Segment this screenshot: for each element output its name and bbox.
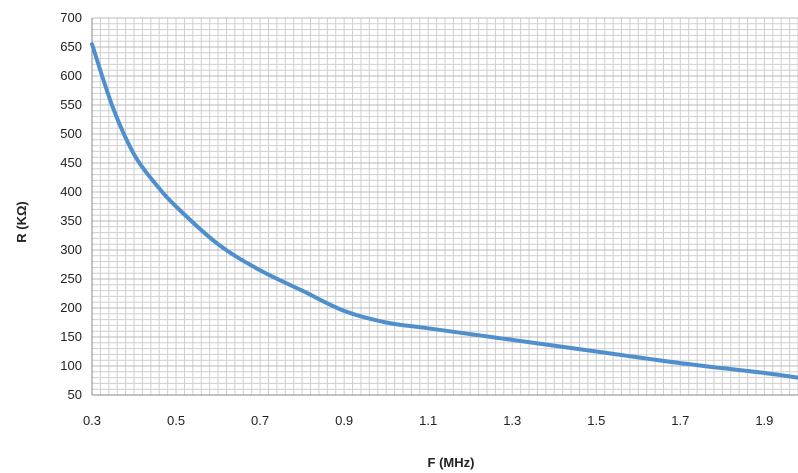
- y-tick-label: 650: [60, 39, 82, 54]
- x-tick-label: 0.5: [167, 413, 185, 428]
- x-tick-label: 1.9: [755, 413, 773, 428]
- x-tick-label: 1.7: [671, 413, 689, 428]
- series-line: [90, 42, 798, 380]
- x-tick-label: 1.1: [419, 413, 437, 428]
- y-axis-title: R (KΩ): [14, 201, 29, 242]
- y-tick-label: 700: [60, 10, 82, 25]
- y-tick-label: 400: [60, 184, 82, 199]
- y-axis-ticks: 50 100 150 200 250 300 350 400 450 500 550 600 650 70…: [60, 10, 82, 402]
- x-tick-label: 0.9: [335, 413, 353, 428]
- y-tick-label: 100: [60, 358, 82, 373]
- series-layer: [90, 42, 798, 380]
- y-tick-label: 150: [60, 329, 82, 344]
- x-tick-label: 0.7: [251, 413, 269, 428]
- y-tick-label: 500: [60, 126, 82, 141]
- y-tick-label: 600: [60, 68, 82, 83]
- x-tick-label: 0.3: [83, 413, 101, 428]
- y-tick-label: 250: [60, 271, 82, 286]
- y-tick-label: 50: [68, 387, 82, 402]
- y-tick-label: 300: [60, 242, 82, 257]
- x-axis-title: F (MHz): [428, 455, 475, 470]
- y-tick-label: 550: [60, 97, 82, 112]
- x-tick-label: 1.3: [503, 413, 521, 428]
- y-tick-label: 200: [60, 300, 82, 315]
- x-axis-ticks: 0.3 0.5 0.7 0.9 1.1 1.3 1.5 1.7 1.9: [83, 413, 773, 428]
- x-tick-label: 1.5: [587, 413, 605, 428]
- y-tick-label: 450: [60, 155, 82, 170]
- grid: [91, 17, 798, 396]
- y-tick-label: 350: [60, 213, 82, 228]
